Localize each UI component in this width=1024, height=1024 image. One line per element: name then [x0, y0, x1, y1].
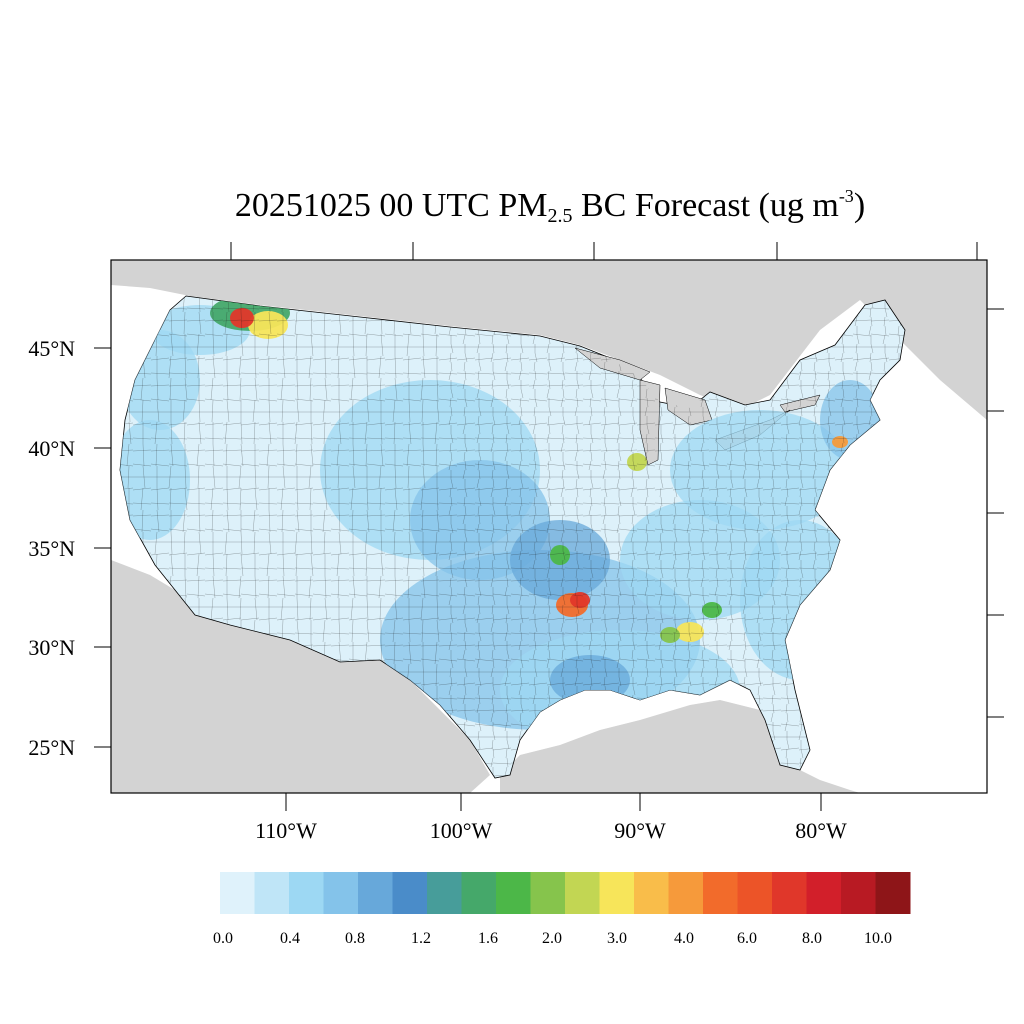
shading-region [660, 627, 680, 643]
map-area [111, 260, 987, 793]
shading-region [550, 545, 570, 565]
shading-region [627, 453, 647, 471]
lon-label-90: 90°W [614, 818, 666, 843]
shading-region [832, 436, 848, 448]
lat-label-30: 30°N [28, 635, 75, 660]
colorbar-swatch [565, 872, 600, 914]
colorbar-swatch [254, 872, 290, 914]
colorbar-label-8: 6.0 [737, 930, 757, 947]
colorbar-swatch [703, 872, 738, 914]
shading-region [248, 311, 288, 339]
shading-region [676, 622, 704, 642]
title-date: 20251025 [234, 187, 371, 224]
colorbar-label-6: 3.0 [607, 930, 627, 947]
colorbar-label-9: 8.0 [802, 930, 822, 947]
lat-label-35: 35°N [28, 536, 75, 561]
lat-label-40: 40°N [28, 436, 75, 461]
colorbar-label-4: 1.6 [478, 930, 498, 947]
title-rest: BC Forecast (ug m [572, 187, 839, 224]
shading-region [670, 410, 850, 530]
top-ticks [230, 242, 978, 260]
title-close: ) [853, 187, 866, 224]
great-lakes [574, 347, 821, 466]
chart-title: 20251025 00 UTC PM2.5 BC Forecast (ug m-… [0, 186, 1024, 228]
colorbar-swatch [875, 872, 911, 914]
colorbar-label-5: 2.0 [542, 930, 562, 947]
right-ticks [987, 308, 1004, 718]
colorbar-swatch [358, 872, 393, 914]
lat-label-25: 25°N [28, 735, 75, 760]
colorbar-swatch [772, 872, 807, 914]
colorbar-label-2: 0.8 [345, 930, 365, 947]
colorbar-swatch [496, 872, 531, 914]
title-hour: 00 UTC [379, 187, 490, 224]
bottom-ticks [285, 793, 822, 811]
shading-region [620, 500, 780, 620]
colorbar-swatch [220, 872, 255, 914]
colorbar-swatch [461, 872, 497, 914]
colorbar-label-0: 0.0 [213, 930, 233, 947]
colorbar [220, 872, 911, 914]
colorbar-swatch [599, 872, 635, 914]
title-pm: PM [498, 187, 548, 224]
map-frame [110, 259, 988, 794]
colorbar-swatch [737, 872, 773, 914]
colorbar-swatch [668, 872, 704, 914]
colorbar-label-7: 4.0 [674, 930, 694, 947]
title-pm-sub: 2.5 [547, 205, 573, 227]
colorbar-label-10: 10.0 [864, 930, 892, 947]
colorbar-swatch [289, 872, 324, 914]
colorbar-swatch [841, 872, 876, 914]
colorbar-swatch [392, 872, 428, 914]
colorbar-label-3: 1.2 [411, 930, 431, 947]
shading-region [230, 308, 254, 328]
background-land [111, 260, 987, 793]
colorbar-swatch [323, 872, 359, 914]
colorbar-label-1: 0.4 [280, 930, 300, 947]
colorbar-swatch [806, 872, 842, 914]
colorbar-labels: 0.0 0.4 0.8 1.2 1.6 2.0 3.0 4.0 6.0 8.0 … [213, 930, 892, 947]
lon-label-80: 80°W [795, 818, 847, 843]
colorbar-swatch [634, 872, 669, 914]
lon-label-100: 100°W [430, 818, 493, 843]
lon-label-110: 110°W [255, 818, 317, 843]
colorbar-swatch [427, 872, 462, 914]
left-ticks [94, 347, 111, 748]
lat-label-45: 45°N [28, 336, 75, 361]
title-exp: -3 [838, 186, 854, 206]
colorbar-swatch [530, 872, 566, 914]
